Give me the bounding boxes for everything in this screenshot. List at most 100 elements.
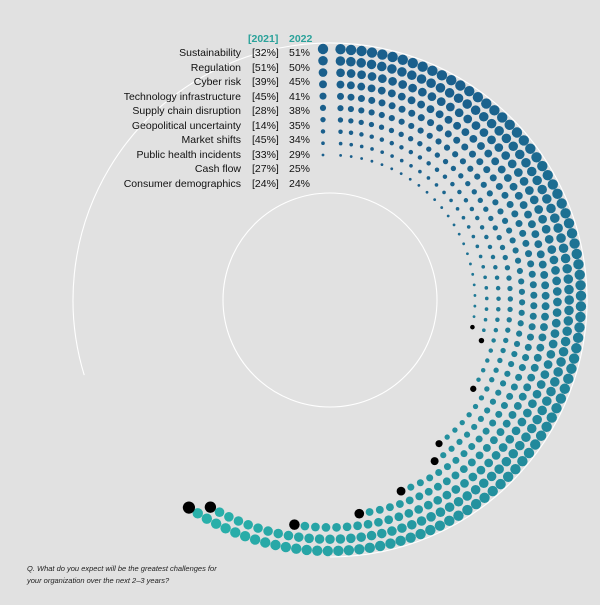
- legend-row: Sustainability [32%] 51%: [0, 46, 330, 61]
- ring-dot: [449, 198, 453, 203]
- ring-dot: [453, 496, 464, 507]
- ring-dot: [398, 80, 408, 89]
- ring-dot: [495, 389, 502, 396]
- ring-dot: [405, 532, 416, 543]
- ring-dot: [472, 92, 484, 103]
- ring-dot: [442, 477, 451, 486]
- ring-dot: [452, 223, 456, 227]
- ring-dot: [385, 538, 396, 549]
- ring-dot: [395, 535, 406, 547]
- ring-dot: [346, 69, 356, 78]
- ring-dot: [417, 100, 426, 109]
- ring-dot: [435, 138, 442, 145]
- ring-dot: [434, 152, 441, 158]
- ring-dot: [397, 92, 406, 101]
- ring-dot: [388, 115, 395, 122]
- ring-dot: [510, 463, 521, 475]
- ring-dot: [513, 402, 522, 410]
- ring-dot: [518, 288, 526, 295]
- ring-dot: [459, 419, 465, 426]
- ring-dot: [553, 297, 562, 307]
- ring-dot: [484, 307, 489, 311]
- ring-dot: [481, 264, 486, 269]
- value-2022: 24%: [289, 177, 311, 190]
- ring-dot: [525, 250, 533, 258]
- ring-dot: [560, 253, 571, 264]
- ring-dot: [526, 423, 537, 434]
- ring-dot: [559, 383, 570, 394]
- ring-end-marker: [204, 501, 217, 513]
- ring-dot: [452, 427, 458, 433]
- ring-dot: [434, 167, 440, 172]
- ring-dot: [502, 419, 511, 428]
- ring-dot: [528, 323, 536, 331]
- ring-dot: [499, 380, 507, 387]
- ring-dot: [311, 522, 320, 532]
- ring-dot: [486, 118, 497, 129]
- ring-dot: [542, 169, 553, 181]
- ring-dot: [214, 507, 225, 517]
- ring-dot: [416, 74, 427, 84]
- ring-dot: [346, 56, 356, 67]
- ring-dot: [404, 508, 414, 518]
- value-2022: 51%: [289, 47, 311, 59]
- ring-dot: [440, 452, 447, 459]
- ring-dot: [366, 47, 378, 58]
- ring-dot: [335, 44, 346, 55]
- ring-dot: [397, 67, 407, 77]
- ring-dot: [506, 317, 512, 323]
- ring-dot: [312, 545, 323, 556]
- ring-dot: [472, 403, 479, 410]
- legend-row: Supply chain disruption [28%] 38%: [0, 104, 330, 119]
- ring-dot: [537, 184, 547, 195]
- ring-dot: [489, 398, 497, 405]
- ring-dot: [492, 199, 499, 206]
- ring-dot: [469, 262, 472, 266]
- ring-dot: [518, 135, 529, 146]
- ring-dot: [320, 117, 326, 123]
- ring-dot: [356, 58, 366, 68]
- ring-dot: [337, 105, 344, 112]
- ring-dot: [553, 223, 563, 233]
- ring-dot: [560, 208, 571, 219]
- ring-dot: [505, 434, 515, 444]
- ring-dot: [562, 326, 572, 336]
- ring-dot: [445, 102, 455, 112]
- ring-dot: [552, 276, 561, 286]
- ring-dot: [375, 505, 384, 514]
- ring-dot: [471, 234, 476, 239]
- ring-dot: [343, 545, 355, 556]
- ring-dot: [546, 412, 557, 423]
- ring-dot: [418, 87, 427, 97]
- ring-dot: [487, 485, 498, 497]
- ring-dot: [505, 327, 511, 333]
- ring-dot: [549, 255, 559, 265]
- ring-dot: [541, 291, 550, 300]
- ring-dot: [426, 512, 436, 522]
- ring-dot: [336, 80, 345, 89]
- ring-dot: [522, 354, 530, 362]
- legend-row: Geopolitical uncertainty [14%] 35%: [0, 119, 330, 134]
- ring-dot: [477, 415, 484, 422]
- ring-dot: [364, 542, 375, 554]
- value-2021: [32%]: [252, 47, 279, 59]
- ring-dot: [407, 520, 417, 530]
- ring-dot: [541, 312, 549, 321]
- ring-dot: [550, 329, 560, 338]
- ring-dot: [530, 363, 539, 372]
- category-label: Regulation: [190, 61, 241, 74]
- ring-dot: [469, 206, 475, 212]
- ring-dot: [398, 131, 404, 137]
- ring-dot: [380, 163, 384, 167]
- ring-dot: [436, 97, 446, 106]
- ring-dot: [477, 197, 483, 204]
- ring-dot: [546, 349, 556, 359]
- ring-dot: [463, 114, 473, 124]
- ring-dot: [494, 126, 504, 136]
- ring-dot: [504, 265, 511, 271]
- ring-dot: [552, 287, 562, 296]
- ring-dot: [517, 417, 527, 427]
- ring-dot: [415, 528, 426, 540]
- ring-dot: [380, 150, 385, 154]
- ring-dot: [546, 386, 556, 397]
